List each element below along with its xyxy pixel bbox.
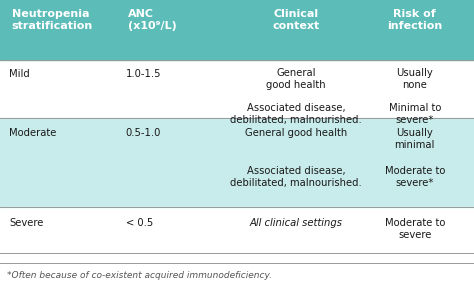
Bar bbox=[0, 118, 474, 207]
Text: General
good health: General good health bbox=[266, 68, 326, 90]
Text: ANC
(x10⁹/L): ANC (x10⁹/L) bbox=[128, 9, 177, 31]
Text: Associated disease,
debilitated, malnourished.: Associated disease, debilitated, malnour… bbox=[230, 103, 362, 125]
Text: General good health: General good health bbox=[245, 128, 347, 138]
Text: Moderate: Moderate bbox=[9, 128, 57, 138]
Text: Risk of
infection: Risk of infection bbox=[387, 9, 442, 31]
Text: *Often because of co-existent acquired immunodeficiency.: *Often because of co-existent acquired i… bbox=[7, 271, 272, 280]
Text: Moderate to
severe*: Moderate to severe* bbox=[384, 166, 445, 188]
Text: Usually
minimal: Usually minimal bbox=[394, 128, 435, 150]
Text: All clinical settings: All clinical settings bbox=[250, 218, 343, 227]
Text: Moderate to
severe: Moderate to severe bbox=[384, 218, 445, 239]
Text: Clinical
context: Clinical context bbox=[273, 9, 320, 31]
Text: < 0.5: < 0.5 bbox=[126, 218, 153, 227]
Text: Usually
none: Usually none bbox=[396, 68, 433, 90]
Text: Neutropenia
stratification: Neutropenia stratification bbox=[12, 9, 93, 31]
Text: 1.0-1.5: 1.0-1.5 bbox=[126, 69, 161, 79]
Text: Mild: Mild bbox=[9, 69, 30, 79]
Text: Associated disease,
debilitated, malnourished.: Associated disease, debilitated, malnour… bbox=[230, 166, 362, 188]
Bar bbox=[0, 0, 474, 60]
Text: Severe: Severe bbox=[9, 218, 44, 227]
Text: Minimal to
severe*: Minimal to severe* bbox=[389, 103, 441, 125]
Text: 0.5-1.0: 0.5-1.0 bbox=[126, 128, 161, 138]
